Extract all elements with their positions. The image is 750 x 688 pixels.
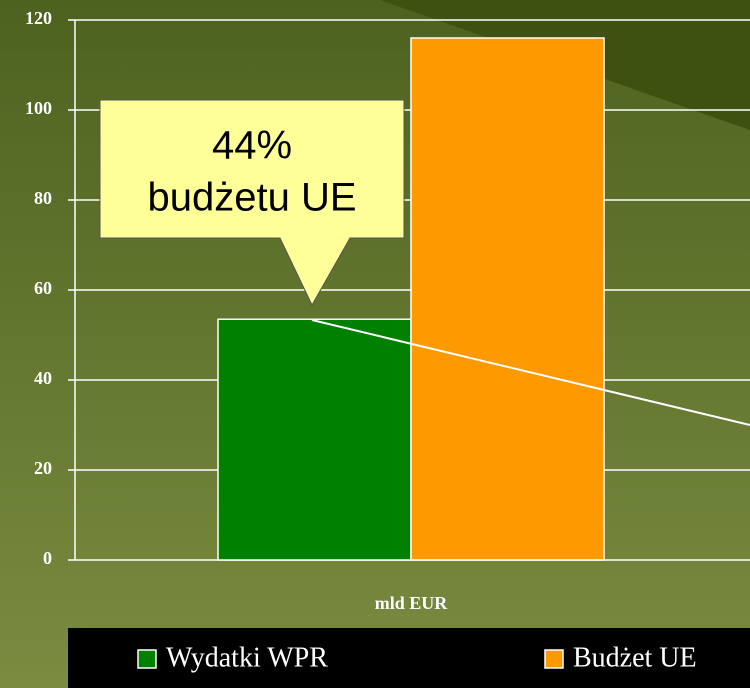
legend-swatch xyxy=(137,649,157,669)
y-tick-label: 80 xyxy=(34,188,52,208)
y-tick-label: 100 xyxy=(25,98,52,118)
y-tick-label: 20 xyxy=(34,458,52,478)
y-tick-label: 60 xyxy=(34,278,52,298)
legend-box xyxy=(68,628,750,688)
y-tick-label: 120 xyxy=(25,8,52,28)
callout: 44% budżetu UE xyxy=(99,99,405,307)
x-tick-label: mld EUR xyxy=(375,593,449,613)
bar xyxy=(410,37,605,561)
decor-line xyxy=(311,319,750,426)
legend-label: Wydatki WPR xyxy=(166,642,328,673)
plot-area: 0 20 40 60 80 100 120 mld EUR xyxy=(25,8,750,613)
bar xyxy=(217,318,412,561)
annotation: budżetu UE xyxy=(147,176,356,220)
annotation: 44% xyxy=(212,124,292,168)
callout-box xyxy=(99,99,405,307)
y-tick-label: 40 xyxy=(34,368,52,388)
y-tick-label: 0 xyxy=(43,548,52,568)
legend-label: Budżet UE xyxy=(573,642,697,673)
legend-swatch xyxy=(544,649,564,669)
